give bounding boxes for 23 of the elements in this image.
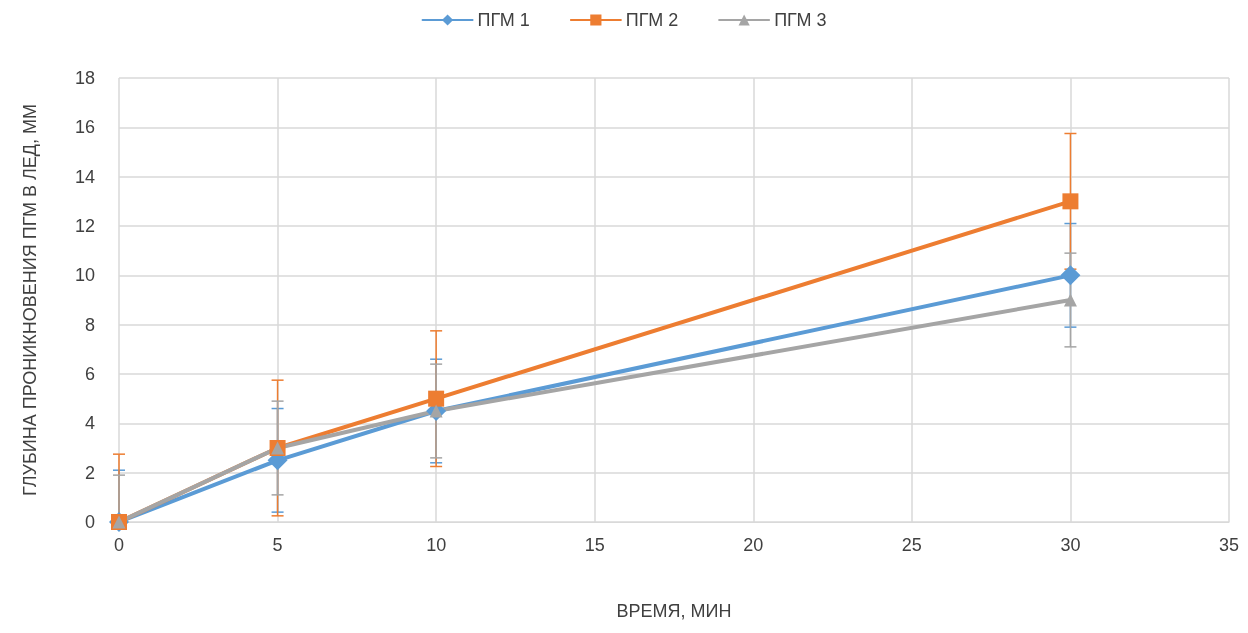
y-tick-label: 10 — [74, 265, 95, 286]
y-tick-label: 14 — [74, 166, 95, 187]
x-tick-label: 10 — [426, 535, 447, 555]
legend-label: ПГМ 2 — [625, 10, 679, 30]
x-tick-label: 35 — [1218, 535, 1240, 555]
y-tick-label: 4 — [84, 413, 95, 434]
x-tick-label: 30 — [1060, 535, 1081, 555]
x-tick-label: 20 — [743, 535, 764, 555]
x-tick-label: 0 — [113, 535, 125, 555]
legend-label: ПГМ 3 — [774, 10, 827, 30]
y-tick-label: 8 — [84, 314, 95, 335]
x-tick-label: 5 — [272, 535, 283, 555]
y-tick-label: 16 — [74, 117, 95, 138]
x-tick-label: 15 — [584, 535, 605, 555]
y-tick-label: 6 — [84, 364, 95, 384]
y-tick-label: 0 — [84, 512, 95, 532]
y-tick-label: 2 — [84, 462, 95, 483]
y-tick-label: 12 — [74, 216, 95, 236]
legend-label: ПГМ 1 — [477, 10, 530, 30]
x-tick-label: 25 — [901, 535, 922, 555]
y-axis-title: ГЛУБИНА ПРОНИКНОВЕНИЯ ПГМ В ЛЕД, ММ — [20, 104, 40, 496]
x-axis-title: ВРЕМЯ, МИН — [616, 601, 732, 621]
y-tick-label: 18 — [74, 68, 95, 88]
